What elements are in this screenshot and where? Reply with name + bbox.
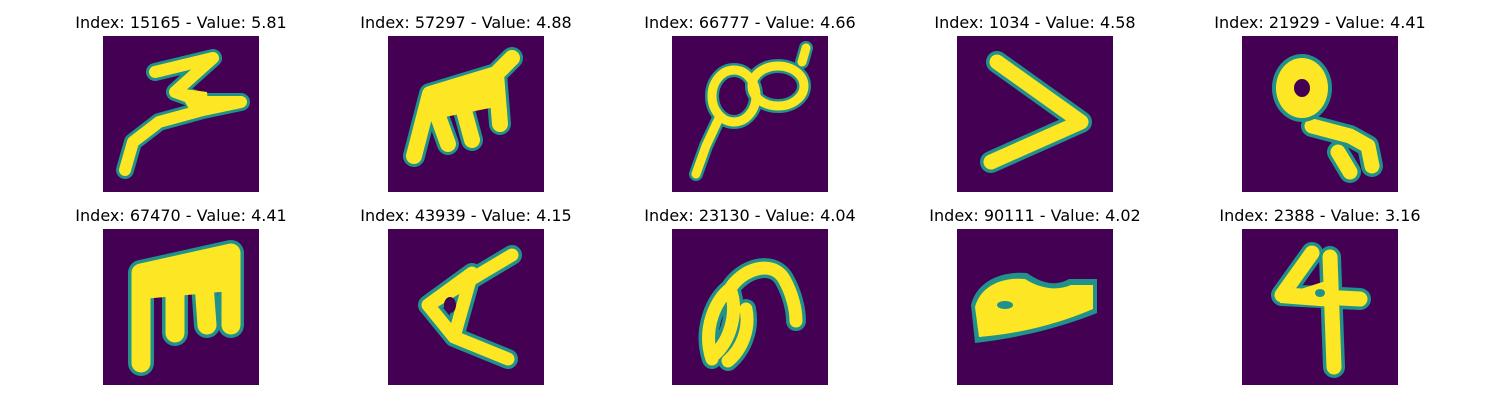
four-shape-icon (1242, 229, 1398, 385)
panel-title: Index: 21929 - Value: 4.41 (1178, 12, 1462, 34)
m-shape-icon (388, 36, 544, 192)
panel-title: Index: 15165 - Value: 5.81 (39, 12, 323, 34)
panel-title: Index: 90111 - Value: 4.02 (893, 205, 1177, 227)
m-shape-icon (103, 229, 259, 385)
panel-title: Index: 67470 - Value: 4.41 (39, 205, 323, 227)
panel-title: Index: 2388 - Value: 3.16 (1178, 205, 1462, 227)
panel-title: Index: 66777 - Value: 4.66 (608, 12, 892, 34)
panel-title: Index: 43939 - Value: 4.15 (324, 205, 608, 227)
panel-title: Index: 1034 - Value: 4.58 (893, 12, 1177, 34)
panel-6: Index: 67470 - Value: 4.41 (39, 205, 323, 385)
triangle-shape-icon (388, 229, 544, 385)
panel-8: Index: 23130 - Value: 4.04 (608, 205, 892, 385)
wedge-shape-icon (957, 229, 1113, 385)
panel-1: Index: 15165 - Value: 5.81 (39, 12, 323, 192)
panel-title: Index: 23130 - Value: 4.04 (608, 205, 892, 227)
panel-5: Index: 21929 - Value: 4.41 (1178, 12, 1462, 192)
panel-10: Index: 2388 - Value: 3.16 (1178, 205, 1462, 385)
loop-shape-icon (672, 36, 828, 192)
panel-9: Index: 90111 - Value: 4.02 (893, 205, 1177, 385)
chevron-shape-icon (957, 36, 1113, 192)
curl-shape-icon (672, 229, 828, 385)
panel-title: Index: 57297 - Value: 4.88 (324, 12, 608, 34)
panel-4: Index: 1034 - Value: 4.58 (893, 12, 1177, 192)
z-shape-icon (103, 36, 259, 192)
panel-7: Index: 43939 - Value: 4.15 (324, 205, 608, 385)
ring-hook-shape-icon (1242, 36, 1398, 192)
panel-3: Index: 66777 - Value: 4.66 (608, 12, 892, 192)
panel-2: Index: 57297 - Value: 4.88 (324, 12, 608, 192)
